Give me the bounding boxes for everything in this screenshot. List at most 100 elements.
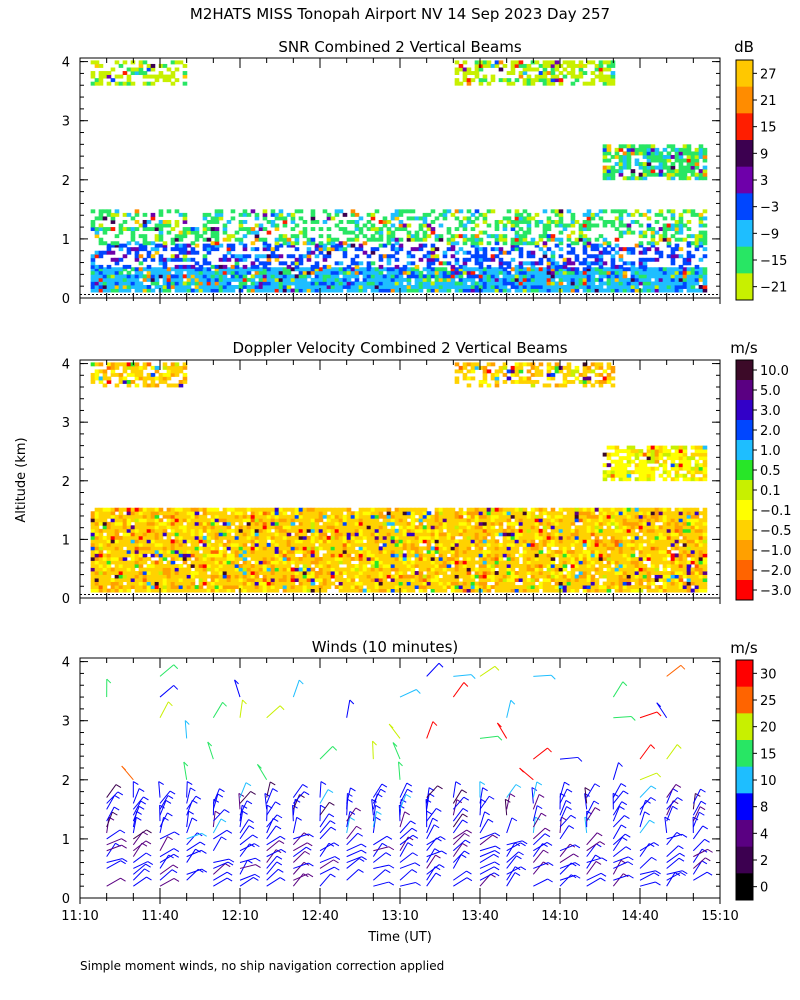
heatmap-cell [394,511,400,516]
heatmap-cell [410,578,416,582]
heatmap-cell [418,532,424,537]
heatmap-cell [574,281,580,286]
heatmap-cell [242,585,248,590]
heatmap-cell [482,274,488,279]
heatmap-cell [498,281,504,286]
heatmap-cell [578,237,584,242]
heatmap-cell [534,277,540,282]
heatmap-cell [310,518,316,523]
heatmap-cell [522,71,528,76]
heatmap-cell [410,532,416,537]
heatmap-cell [258,514,264,519]
heatmap-cell [278,560,284,565]
heatmap-cell [646,158,652,163]
heatmap-cell [378,564,384,568]
heatmap-cell [130,532,136,537]
heatmap-cell [298,267,304,272]
heatmap-cell [146,63,152,68]
heatmap-cell [518,254,524,259]
heatmap-cell [198,264,204,269]
heatmap-cell [310,560,316,565]
heatmap-cell [378,525,384,530]
heatmap-cell [182,567,188,572]
heatmap-cell [590,277,596,282]
heatmap-cell [230,578,236,582]
heatmap-cell [354,585,360,590]
heatmap-cell [190,250,196,255]
heatmap-cell [270,247,276,252]
heatmap-cell [178,549,184,554]
heatmap-cell [586,270,592,275]
heatmap-cell [214,574,220,579]
heatmap-cell [110,549,116,554]
heatmap-cell [414,549,420,554]
heatmap-cell [310,264,316,269]
heatmap-cell [402,578,408,582]
heatmap-cell [462,257,468,262]
heatmap-cell [174,578,180,582]
heatmap-cell [542,281,548,286]
heatmap-cell [570,71,576,76]
heatmap-cell [278,532,284,537]
heatmap-cell [454,60,460,65]
heatmap-cell [90,553,96,558]
heatmap-cell [202,254,208,259]
heatmap-cell [318,284,324,289]
heatmap-cell [370,525,376,530]
heatmap-cell [426,281,432,286]
heatmap-cell [94,270,100,275]
heatmap-cell [150,518,156,523]
heatmap-cell [210,546,216,551]
heatmap-cell [114,284,120,289]
heatmap-cell [638,165,644,170]
heatmap-cell [402,270,408,275]
heatmap-cell [426,511,432,516]
heatmap-cell [134,556,140,561]
heatmap-cell [686,147,692,152]
heatmap-cell [546,261,552,266]
heatmap-cell [590,223,596,228]
heatmap-cell [442,567,448,572]
heatmap-cell [558,247,564,252]
heatmap-cell [158,274,164,279]
heatmap-cell [462,518,468,523]
heatmap-cell [338,284,344,289]
heatmap-cell [214,560,220,565]
heatmap-cell [150,81,156,86]
heatmap-cell [134,539,140,544]
heatmap-cell [298,571,304,575]
heatmap-cell [122,588,128,593]
heatmap-cell [354,528,360,533]
heatmap-cell [110,535,116,540]
heatmap-cell [630,274,636,279]
y-tick-label: 4 [62,56,70,71]
heatmap-cell [554,78,560,83]
heatmap-cell [370,247,376,252]
heatmap-cell [446,288,452,293]
heatmap-cell [630,284,636,289]
heatmap-cell [98,542,104,547]
heatmap-cell [326,267,332,272]
heatmap-cell [630,172,636,177]
heatmap-cell [166,518,172,523]
heatmap-cell [182,528,188,533]
heatmap-cell [630,270,636,275]
heatmap-cell [342,277,348,282]
heatmap-cell [198,284,204,289]
heatmap-cell [378,549,384,554]
heatmap-cell [202,539,208,544]
heatmap-cell [134,560,140,565]
heatmap-cell [250,571,256,575]
colorbar-swatch [736,166,753,194]
heatmap-cell [682,144,688,149]
heatmap-cell [142,227,148,232]
heatmap-cell [566,284,572,289]
heatmap-cell [578,74,584,79]
heatmap-cell [658,281,664,286]
heatmap-cell [102,546,108,551]
heatmap-cell [670,281,676,286]
heatmap-cell [434,277,440,282]
heatmap-cell [254,254,260,259]
heatmap-cell [146,525,152,530]
heatmap-cell [342,528,348,533]
